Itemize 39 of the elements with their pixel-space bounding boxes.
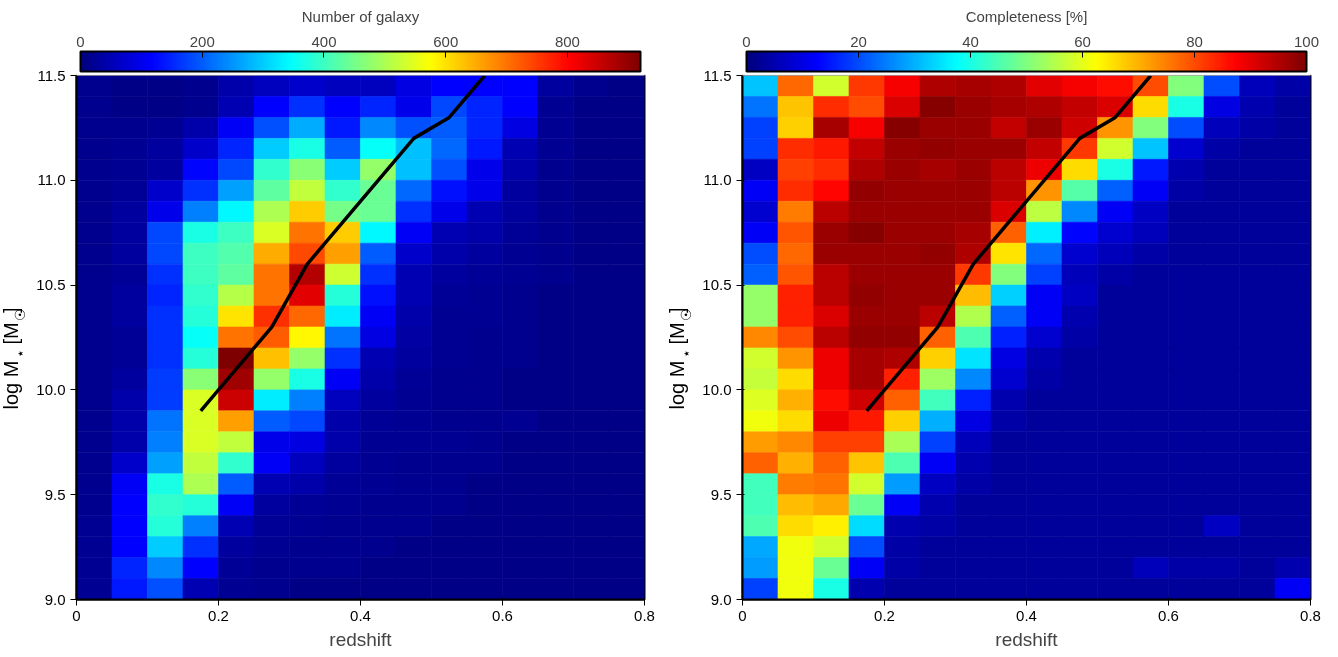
x-tick-label: 0.8 (634, 606, 655, 624)
y-tick-label: 9.0 (710, 590, 732, 608)
color-bar-label: 100 (1293, 32, 1320, 50)
color-bar-label: 0 (76, 32, 85, 50)
color-bar-label: 20 (850, 32, 867, 50)
y-axis-title: log M⋆ [M☉] (665, 307, 694, 410)
color-bar-title: Number of galaxy (301, 7, 420, 25)
x-tick-label: 0.2 (208, 606, 229, 624)
x-tick-label: 0.6 (492, 606, 513, 624)
color-bar-title: Completeness [%] (965, 7, 1088, 25)
y-tick-label: 9.0 (44, 590, 66, 608)
y-tick-label: 10.5 (702, 276, 732, 294)
x-tick-label: 0 (72, 606, 81, 624)
color-bar-label: 200 (189, 32, 215, 50)
x-tick-label: 0.4 (350, 606, 371, 624)
y-tick-label: 11.5 (703, 66, 732, 84)
y-tick-label: 10.5 (36, 276, 66, 294)
color-bar-label: 600 (433, 32, 459, 50)
color-bar-label: 0 (742, 32, 751, 50)
y-tick-label: 10.0 (36, 380, 66, 398)
color-bar-label: 40 (962, 32, 979, 50)
x-tick-label: 0.2 (874, 606, 895, 624)
x-tick-label: 0 (738, 606, 747, 624)
color-bar-label: 80 (1186, 32, 1203, 50)
x-tick-label: 0.8 (1300, 606, 1321, 624)
y-tick-label: 9.5 (710, 485, 732, 503)
color-bar-label: 400 (311, 32, 337, 50)
color-bar-label: 60 (1074, 32, 1091, 50)
color-bar-label: 800 (554, 32, 580, 50)
x-axis-title: redshift (329, 628, 393, 650)
y-tick-label: 11.5 (37, 66, 66, 84)
y-tick-label: 11.0 (703, 171, 732, 189)
y-axis-title: log M⋆ [M☉] (0, 307, 28, 410)
y-tick-label: 11.0 (37, 171, 66, 189)
x-tick-label: 0.6 (1158, 606, 1179, 624)
x-tick-label: 0.4 (1016, 606, 1037, 624)
y-tick-label: 10.0 (702, 380, 732, 398)
y-tick-label: 9.5 (44, 485, 66, 503)
x-axis-title: redshift (995, 628, 1059, 650)
